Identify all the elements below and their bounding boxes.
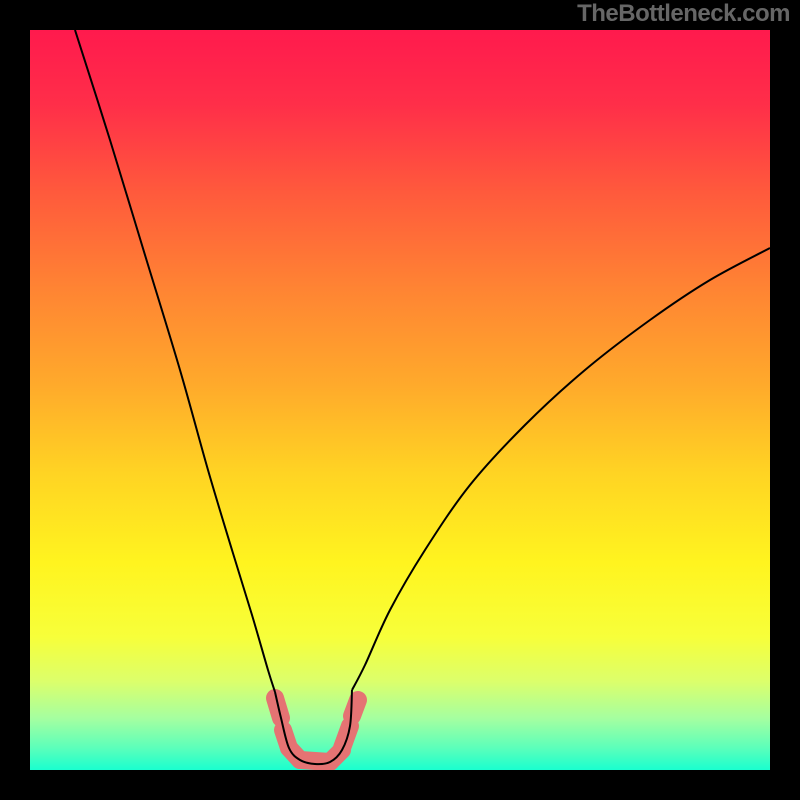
watermark-label: TheBottleneck.com <box>577 0 790 28</box>
right-curve <box>352 248 770 690</box>
plot-area <box>30 30 770 770</box>
left-curve <box>75 30 275 692</box>
chart-container: TheBottleneck.com <box>0 0 800 800</box>
highlight-band <box>275 698 358 762</box>
curves-layer <box>30 30 770 770</box>
